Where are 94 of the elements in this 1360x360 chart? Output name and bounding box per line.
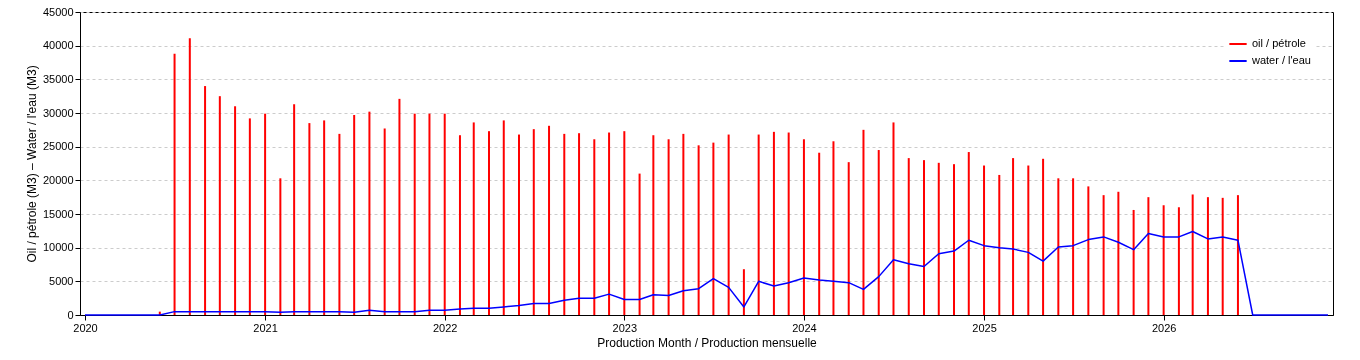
bar — [923, 160, 925, 315]
bar — [173, 53, 176, 315]
bar — [608, 132, 611, 315]
y-tick-label: 5000 — [49, 274, 74, 287]
bar — [1057, 178, 1060, 315]
bar — [1012, 158, 1015, 315]
bar — [998, 174, 1001, 315]
bar — [953, 164, 956, 315]
bar — [443, 113, 446, 315]
bar — [742, 269, 745, 315]
bar — [727, 134, 730, 315]
bar — [383, 128, 386, 315]
y-tick-label: 20000 — [42, 173, 74, 186]
bar — [502, 120, 505, 315]
x-tick-label: 2024 — [792, 321, 817, 334]
bar — [907, 158, 910, 315]
bar — [1236, 195, 1239, 315]
x-tick-label: 2022 — [432, 321, 458, 334]
bar — [1221, 197, 1224, 315]
bar — [234, 106, 237, 315]
bar — [862, 129, 865, 315]
bar — [218, 96, 221, 315]
x-tick-label: 2020 — [73, 321, 98, 334]
bar — [638, 173, 641, 315]
bar — [818, 152, 821, 315]
line-series — [84, 230, 1329, 316]
bar — [413, 113, 416, 315]
y-tick-label: 35000 — [42, 72, 74, 85]
bar — [563, 133, 566, 315]
bar — [398, 98, 401, 315]
y-tick-label: 15000 — [42, 207, 74, 220]
bar — [772, 131, 775, 315]
bar — [937, 162, 940, 315]
legend-label: oil / pétrole — [1252, 37, 1306, 49]
bar — [877, 150, 880, 315]
x-tick-label: 2023 — [612, 321, 638, 334]
bar — [353, 115, 356, 315]
bar — [832, 141, 835, 315]
bar — [623, 131, 626, 315]
bar — [892, 122, 895, 315]
bar — [578, 133, 581, 315]
bar — [1162, 205, 1165, 315]
bar — [593, 139, 596, 315]
bar — [368, 111, 371, 315]
y-tick-label: 45000 — [42, 5, 74, 18]
bar — [488, 131, 490, 315]
bar — [428, 113, 431, 315]
x-tick-label: 2021 — [253, 321, 278, 334]
y-tick-label: 10000 — [42, 241, 74, 254]
x-tick-label: 2025 — [972, 321, 997, 334]
x-tick-label: 2026 — [1151, 321, 1177, 334]
bar — [458, 135, 461, 315]
bar — [264, 113, 267, 315]
bar — [279, 178, 282, 315]
bar — [204, 86, 207, 315]
bar — [847, 162, 850, 315]
bar — [248, 118, 251, 315]
bar — [293, 104, 296, 315]
bar — [757, 134, 760, 315]
y-tick-label: 0 — [67, 308, 74, 321]
bar — [1087, 186, 1090, 315]
bar — [1132, 209, 1135, 315]
y-tick-label: 40000 — [42, 39, 74, 52]
bar — [1177, 207, 1180, 315]
bar — [1117, 191, 1120, 315]
y-tick-label: 30000 — [42, 106, 74, 119]
y-tick-label: 25000 — [42, 140, 74, 153]
bar — [967, 152, 970, 315]
bar — [787, 132, 790, 315]
bar — [548, 125, 551, 315]
bar — [1147, 197, 1150, 315]
y-axis-title: Oil / pétrole (M3) – Water / l'eau (M3) — [24, 65, 39, 263]
bar — [1042, 158, 1045, 315]
bar — [712, 142, 715, 315]
bar — [802, 139, 805, 315]
bar — [472, 122, 475, 315]
bar — [518, 134, 521, 315]
bar — [188, 38, 191, 315]
bar — [308, 123, 311, 315]
bar — [983, 165, 986, 315]
bar — [697, 145, 700, 315]
x-axis-title: Production Month / Production mensuelle — [597, 335, 818, 350]
bar — [1206, 197, 1209, 315]
bar — [652, 135, 655, 315]
bar — [1072, 178, 1075, 315]
bar — [682, 133, 685, 315]
bar — [1191, 194, 1194, 315]
bar — [667, 139, 670, 315]
legend-label: water / l'eau — [1251, 54, 1311, 66]
bar — [1102, 195, 1105, 315]
bar — [1027, 165, 1030, 315]
bar — [338, 133, 341, 315]
bar — [323, 120, 326, 315]
bar — [532, 129, 535, 315]
